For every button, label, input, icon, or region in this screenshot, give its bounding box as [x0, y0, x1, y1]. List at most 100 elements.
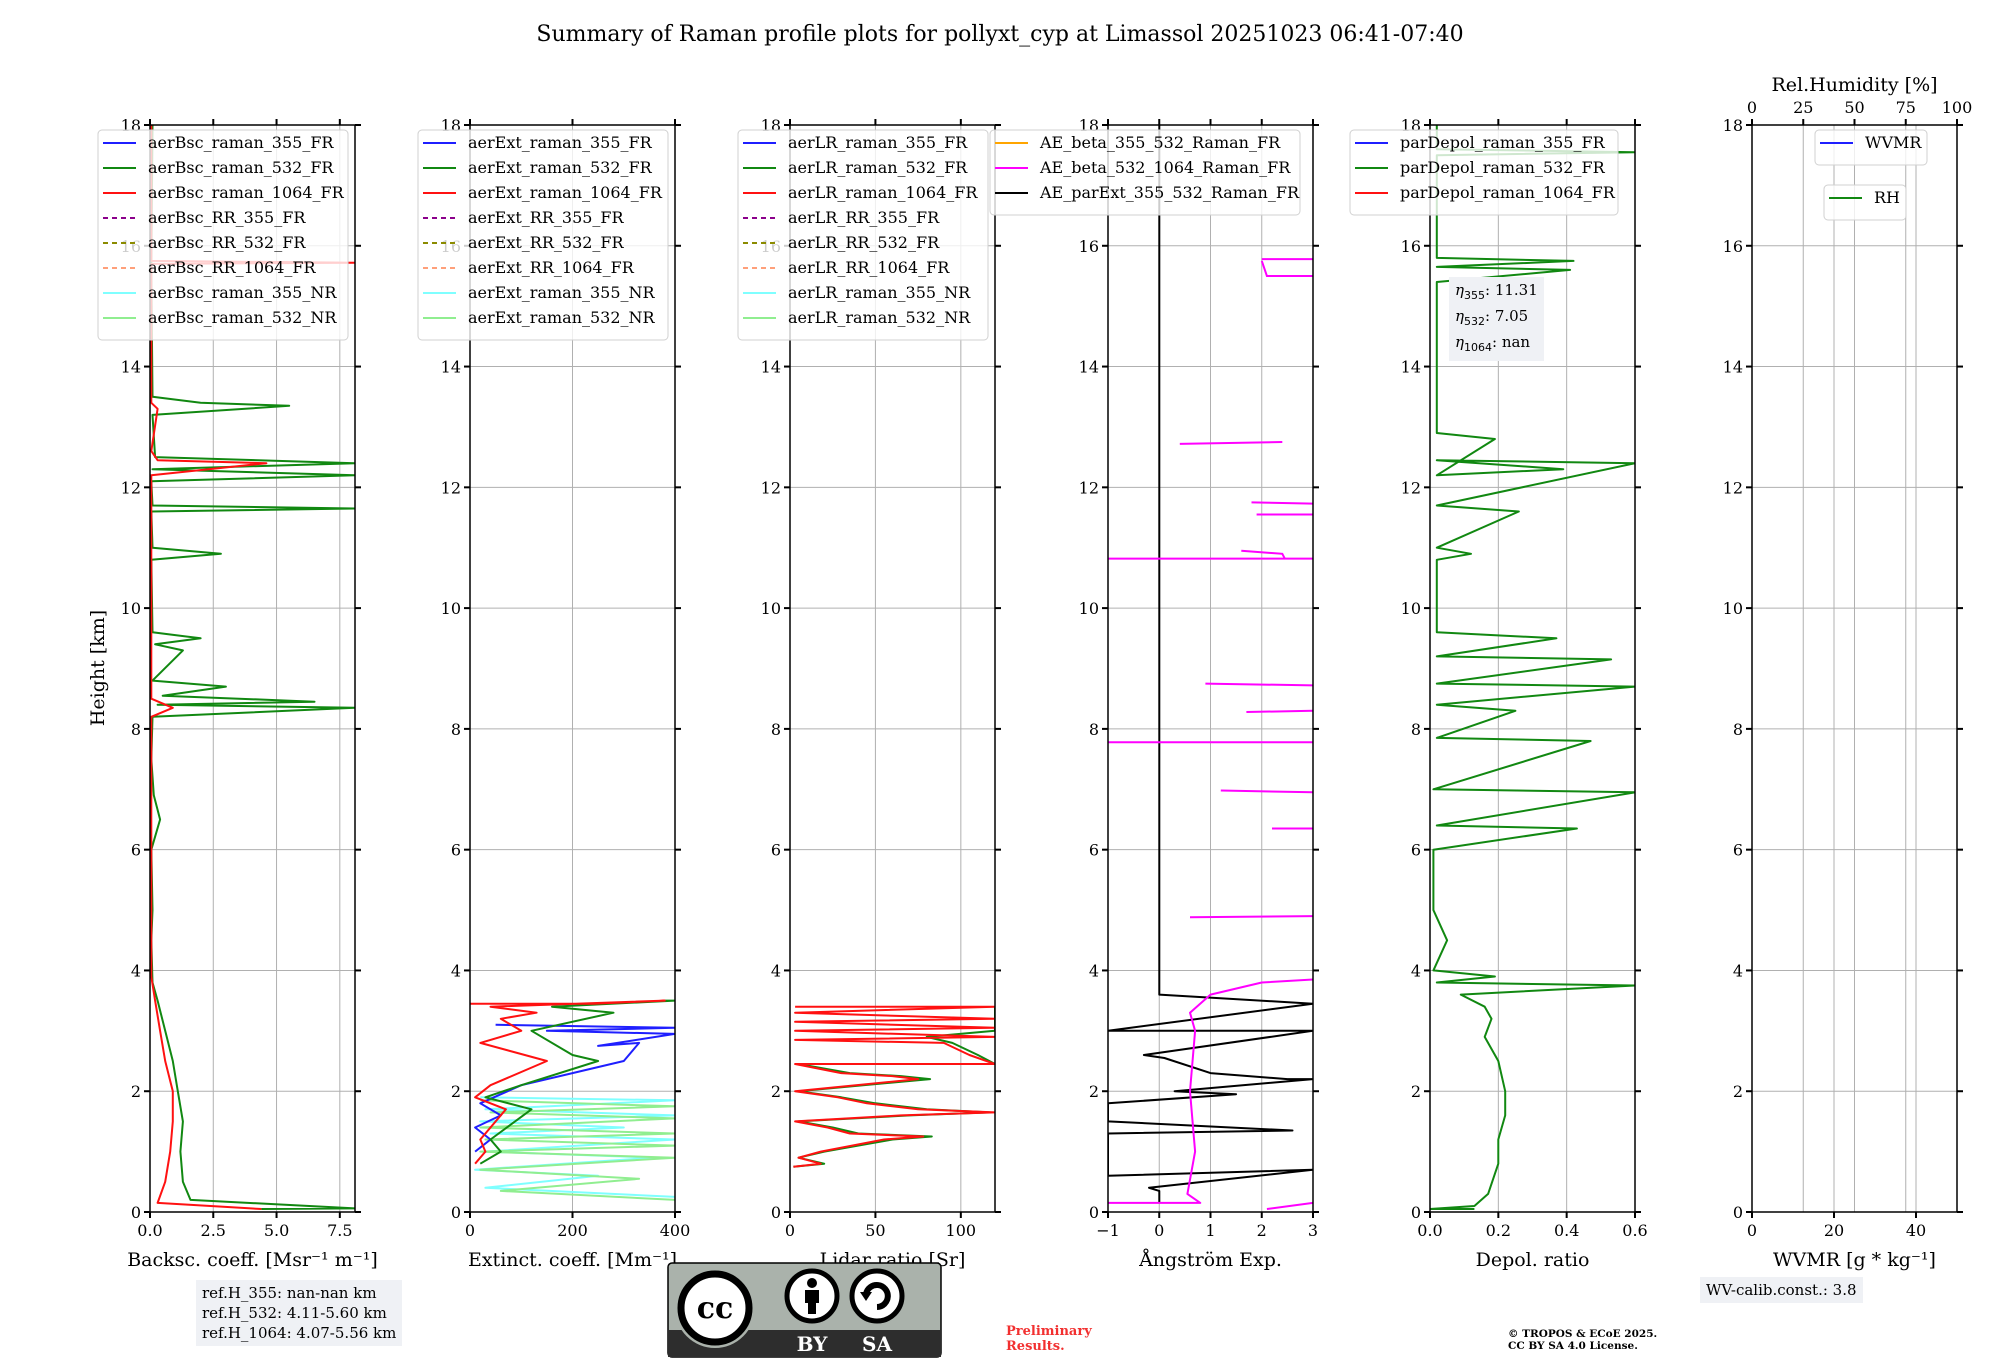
y-tick-label: 12	[1079, 478, 1099, 497]
y-tick-label: 4	[1089, 961, 1099, 980]
top-x-tick-label: 100	[1942, 98, 1973, 117]
legend-wvmr: WVMR	[1814, 129, 1928, 166]
legend-label: AE_beta_355_532_Raman_FR	[1039, 133, 1281, 152]
y-tick-label: 8	[1411, 720, 1421, 739]
series-line-aerBsc_raman_532_FR	[150, 125, 355, 1210]
legend-label: AE_beta_532_1064_Raman_FR	[1039, 158, 1291, 177]
y-tick-label: 2	[1089, 1082, 1099, 1101]
legend-frame	[1823, 184, 1907, 221]
legend-label: aerExt_raman_1064_FR	[468, 183, 663, 202]
x-tick-label: 1	[1205, 1221, 1215, 1240]
legend: parDepol_raman_355_FR parDepol_raman_532_…	[1349, 129, 1619, 216]
series-segment	[1241, 549, 1286, 560]
legend-label: aerExt_raman_532_NR	[468, 308, 656, 327]
panel-ext: 0246810121416180200400Extinct. coeff. [M…	[417, 116, 691, 1271]
y-tick-label: 8	[1089, 720, 1099, 739]
y-tick-label: 10	[441, 599, 461, 618]
x-tick-label: 0.2	[1486, 1221, 1511, 1240]
x-tick-label: 20	[1824, 1221, 1844, 1240]
y-tick-label: 0	[1733, 1203, 1743, 1222]
y-tick-label: 8	[771, 720, 781, 739]
series-segment	[1260, 260, 1313, 277]
x-tick-label: 0.0	[137, 1221, 162, 1240]
axes-frame	[1429, 124, 1636, 1213]
grid	[1107, 124, 1314, 1213]
series-line-aerExt_raman_355_FR	[474, 1023, 675, 1153]
legend-label: aerExt_RR_532_FR	[468, 233, 625, 252]
legend-label: aerBsc_RR_355_FR	[148, 208, 306, 227]
y-tick-label: 2	[131, 1082, 141, 1101]
legend-label: aerLR_raman_1064_FR	[788, 183, 978, 202]
legend-label: aerLR_raman_355_NR	[788, 283, 971, 302]
top-x-tick-label: 25	[1793, 98, 1813, 117]
y-tick-label: 4	[1733, 961, 1743, 980]
top-x-tick-label: 75	[1896, 98, 1916, 117]
legend-label: RH	[1874, 188, 1900, 207]
y-tick-label: 6	[1089, 841, 1099, 860]
cc-label: cc	[697, 1291, 734, 1326]
legend-frame	[737, 129, 989, 341]
legend: aerExt_raman_355_FR aerExt_raman_532_FRae…	[417, 129, 669, 341]
series-group	[793, 1005, 995, 1168]
series-line-AE_parExt_355_532_Raman_FR	[1108, 125, 1313, 1203]
series-segment	[1205, 682, 1313, 687]
series-group	[1108, 125, 1313, 1210]
ref-height-box: ref.H_355: nan-nan km ref.H_532: 4.11-5.…	[196, 1280, 403, 1346]
legend: AE_beta_355_532_Raman_FR AE_beta_532_1064…	[989, 129, 1301, 216]
legend-label: WVMR	[1865, 133, 1922, 152]
series-segment	[1251, 501, 1313, 505]
x-tick-label: 400	[660, 1221, 691, 1240]
y-tick-label: 8	[451, 720, 461, 739]
series-line-parDepol_raman_532_FR	[1430, 125, 1635, 1210]
series-group	[470, 999, 675, 1201]
y-tick-label: 14	[441, 358, 461, 377]
y-tick-label: 6	[451, 841, 461, 860]
copyright-note: © TROPOS & ECoE 2025. CC BY SA 4.0 Licen…	[1508, 1328, 1658, 1352]
y-tick-label: 4	[131, 961, 141, 980]
legend-label: aerBsc_raman_532_NR	[148, 308, 337, 327]
wv-calib-box: WV-calib.const.: 3.8	[1700, 1277, 1863, 1303]
y-tick-label: 8	[1733, 720, 1743, 739]
x-tick-label: 0.4	[1554, 1221, 1579, 1240]
x-tick-label: 3	[1308, 1221, 1318, 1240]
figure-title: Summary of Raman profile plots for polly…	[536, 22, 1464, 47]
y-tick-label: 6	[1411, 841, 1421, 860]
legend-label: aerLR_raman_355_FR	[788, 133, 968, 152]
ref-height-532: ref.H_532: 4.11-5.60 km	[202, 1304, 387, 1322]
y-tick-label: 10	[1079, 599, 1099, 618]
x-tick-label: 2.5	[201, 1221, 226, 1240]
y-tick-label: 10	[1401, 599, 1421, 618]
x-axis-label: Backsc. coeff. [Msr⁻¹ m⁻¹]	[127, 1249, 378, 1271]
legend-label: parDepol_raman_1064_FR	[1400, 183, 1616, 202]
y-tick-label: 18	[1723, 116, 1743, 135]
y-tick-label: 12	[121, 478, 141, 497]
y-tick-label: 4	[1411, 961, 1421, 980]
eta-1064: η1064: nan	[1455, 333, 1531, 354]
preliminary-note: Preliminary Results.	[1006, 1324, 1092, 1354]
legend-frame	[1814, 129, 1928, 166]
y-tick-label: 8	[131, 720, 141, 739]
y-tick-label: 0	[451, 1203, 461, 1222]
panel-lr: 024681012141618050100Lidar ratio [Sr]aer…	[737, 116, 1001, 1271]
x-tick-label: 0	[1747, 1221, 1757, 1240]
legend-label: aerBsc_RR_532_FR	[148, 233, 306, 252]
y-tick-label: 2	[1411, 1082, 1421, 1101]
y-tick-label: 6	[771, 841, 781, 860]
x-tick-label: 0.0	[1417, 1221, 1442, 1240]
y-tick-label: 16	[1723, 237, 1743, 256]
series-segment	[1189, 915, 1313, 919]
y-tick-label: 2	[771, 1082, 781, 1101]
y-tick-label: 14	[121, 358, 141, 377]
axes-frame	[789, 124, 996, 1213]
y-tick-label: 10	[761, 599, 781, 618]
legend-frame	[417, 129, 669, 341]
legend-label: aerBsc_RR_1064_FR	[148, 258, 317, 277]
eta-355: η355: 11.31	[1455, 281, 1538, 302]
eta-532: η532: 7.05	[1455, 307, 1529, 328]
y-tick-label: 14	[1079, 358, 1099, 377]
x-tick-label: 0.6	[1622, 1221, 1647, 1240]
legend-frame	[989, 129, 1301, 216]
